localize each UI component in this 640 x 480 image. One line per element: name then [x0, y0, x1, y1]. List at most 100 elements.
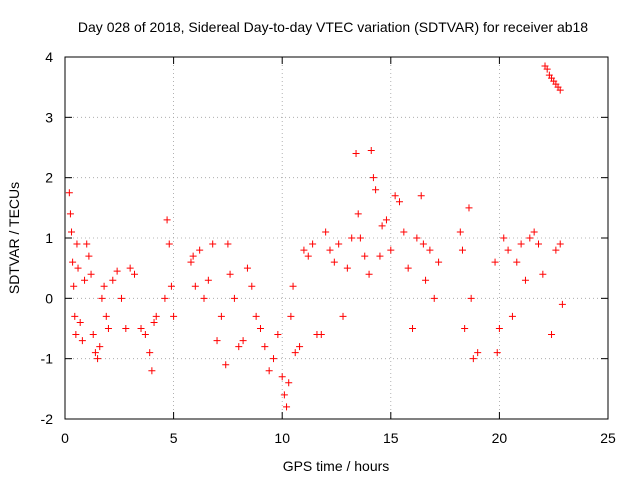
- data-point: [189, 252, 197, 260]
- data-point: [87, 270, 95, 278]
- axis-ticks: 0 5 10 15 20 25 -2 -1 0 1 2 3 4: [41, 49, 616, 446]
- data-point: [102, 312, 110, 320]
- data-point: [81, 276, 89, 284]
- data-point: [430, 294, 438, 302]
- data-point: [146, 349, 154, 357]
- data-point: [217, 312, 225, 320]
- data-point: [91, 349, 99, 357]
- data-point: [72, 331, 80, 339]
- data-point: [66, 210, 74, 218]
- data-point: [239, 337, 247, 345]
- data-point: [213, 337, 221, 345]
- data-point: [209, 240, 217, 248]
- data-point: [137, 325, 145, 332]
- data-point: [417, 192, 425, 200]
- data-point: [289, 282, 297, 290]
- data-point: [252, 312, 260, 320]
- data-point: [291, 349, 299, 357]
- data-point: [148, 367, 156, 375]
- data-point: [458, 246, 466, 254]
- data-point: [74, 264, 82, 272]
- data-point: [141, 331, 149, 339]
- data-point: [68, 228, 76, 236]
- data-point: [534, 240, 542, 248]
- data-point: [69, 258, 77, 266]
- data-point: [409, 325, 417, 332]
- data-point: [243, 264, 251, 272]
- x-tick-label: 10: [274, 430, 290, 446]
- data-point: [191, 282, 199, 290]
- data-point: [330, 258, 338, 266]
- data-point: [413, 234, 421, 242]
- data-point: [348, 234, 356, 242]
- data-point: [152, 312, 160, 320]
- data-point: [224, 240, 232, 248]
- data-point: [465, 204, 473, 212]
- data-point: [469, 355, 477, 363]
- data-point: [369, 174, 377, 182]
- data-point: [343, 264, 351, 272]
- grid-lines: [65, 57, 608, 419]
- data-point: [256, 325, 264, 332]
- data-point: [230, 294, 238, 302]
- y-tick-label: 2: [45, 170, 53, 186]
- data-point: [556, 240, 564, 248]
- data-point: [85, 252, 93, 260]
- data-point: [517, 240, 525, 248]
- data-point: [131, 270, 139, 278]
- data-point: [94, 355, 102, 363]
- x-tick-label: 0: [61, 430, 69, 446]
- data-point: [461, 325, 469, 332]
- data-point: [508, 312, 516, 320]
- data-point: [261, 343, 269, 351]
- data-point: [235, 343, 243, 351]
- data-point: [404, 264, 412, 272]
- data-point: [526, 234, 534, 242]
- data-point: [96, 343, 104, 351]
- data-point: [204, 276, 212, 284]
- data-point: [435, 258, 443, 266]
- data-point: [280, 391, 288, 399]
- data-point: [339, 312, 347, 320]
- data-point: [76, 318, 84, 326]
- data-point: [104, 325, 112, 332]
- chart-title: Day 028 of 2018, Sidereal Day-to-day VTE…: [78, 19, 588, 35]
- data-points: [65, 62, 566, 411]
- data-point: [387, 246, 395, 254]
- y-tick-label: 1: [45, 230, 53, 246]
- data-point: [539, 270, 547, 278]
- data-point: [161, 294, 169, 302]
- data-point: [543, 65, 551, 73]
- x-axis-label: GPS time / hours: [283, 458, 390, 474]
- y-axis-label: SDTVAR / TECUs: [6, 182, 22, 294]
- data-point: [89, 331, 97, 339]
- data-point: [367, 147, 375, 155]
- data-point: [352, 150, 360, 158]
- data-point: [335, 240, 343, 248]
- data-point: [285, 379, 293, 387]
- data-point: [422, 276, 430, 284]
- data-point: [278, 373, 286, 381]
- data-point: [456, 228, 464, 236]
- data-point: [376, 252, 384, 260]
- data-point: [65, 189, 73, 197]
- data-point: [495, 325, 503, 332]
- y-tick-label: -2: [41, 411, 54, 427]
- data-point: [270, 355, 278, 363]
- data-point: [326, 246, 334, 254]
- data-point: [382, 216, 390, 224]
- data-point: [200, 294, 208, 302]
- data-point: [300, 246, 308, 254]
- data-point: [109, 276, 117, 284]
- data-point: [309, 240, 317, 248]
- y-tick-label: 4: [45, 49, 53, 65]
- data-point: [113, 267, 121, 275]
- data-point: [395, 198, 403, 206]
- data-point: [283, 403, 291, 411]
- data-point: [419, 240, 427, 248]
- data-point: [196, 246, 204, 254]
- data-point: [556, 86, 564, 94]
- data-point: [356, 234, 364, 242]
